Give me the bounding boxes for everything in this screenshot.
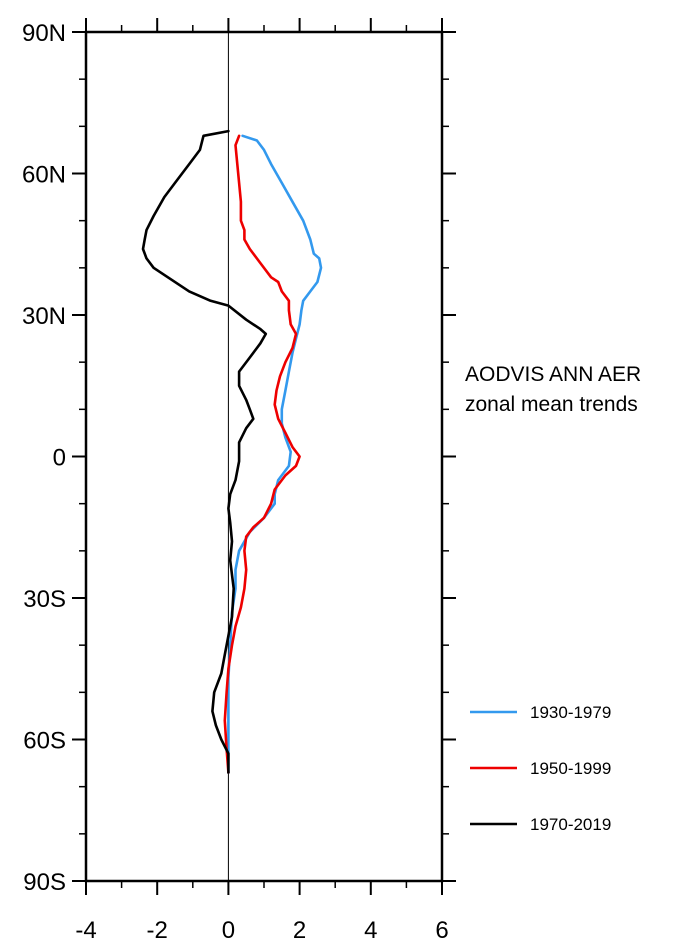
tick-group — [72, 18, 456, 895]
chart-title-line-1: AODVIS ANN AER — [465, 363, 641, 386]
y-tick-label-group: 90N 60N 30N 0 30S 60S 90S — [22, 20, 66, 896]
x-tick-label: -4 — [75, 917, 96, 944]
legend-label-1970-2019: 1970-2019 — [530, 815, 611, 834]
x-tick-label: 0 — [222, 917, 235, 944]
y-tick-label: 60S — [23, 728, 66, 755]
legend-label-1950-1999: 1950-1999 — [530, 759, 611, 778]
y-tick-label: 30S — [23, 586, 66, 613]
legend-label-1930-1979: 1930-1979 — [530, 703, 611, 722]
x-tick-label: 4 — [364, 917, 377, 944]
y-tick-label: 60N — [22, 162, 66, 189]
legend: 1930-1979 1950-1999 1970-2019 — [470, 703, 611, 834]
plot-frame — [84, 30, 444, 883]
series-line-1950-1999 — [223, 134, 301, 774]
x-tick-label: -2 — [147, 917, 168, 944]
series-group — [141, 129, 323, 774]
x-tick-label: 2 — [293, 917, 306, 944]
y-tick-label: 0 — [53, 445, 66, 472]
y-tick-label: 90S — [23, 869, 66, 896]
y-tick-label: 90N — [22, 20, 66, 47]
series-line-1970-2019 — [141, 129, 268, 774]
series-line-1930-1979 — [227, 134, 323, 774]
chart-title-line-2: zonal mean trends — [465, 393, 638, 416]
y-tick-label: 30N — [22, 303, 66, 330]
x-tick-label-group: -4 -2 0 2 4 6 — [75, 917, 448, 944]
x-tick-label: 6 — [435, 917, 448, 944]
